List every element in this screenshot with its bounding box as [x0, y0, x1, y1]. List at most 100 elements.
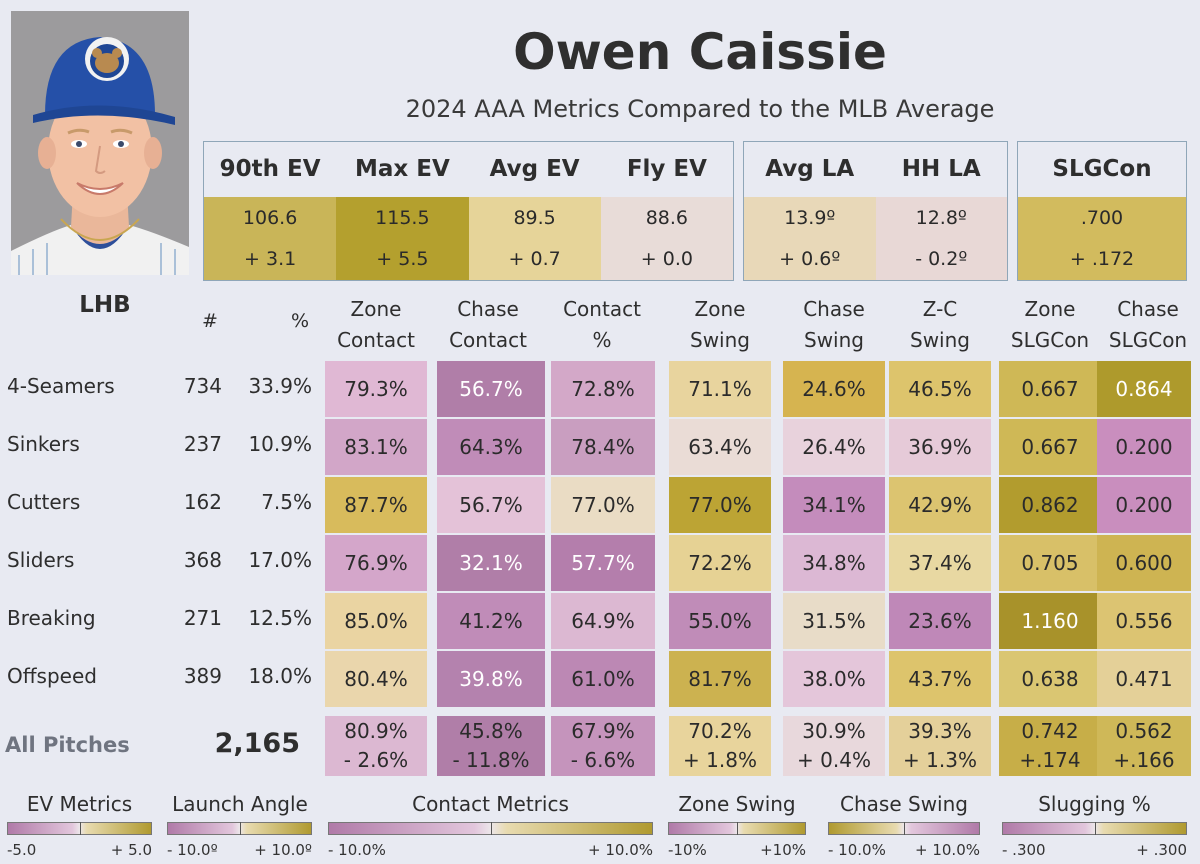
table-cell: 34.8%: [783, 535, 885, 591]
legend-midpoint-tick: [904, 822, 905, 835]
total-cell: 39.3% + 1.3%: [889, 716, 991, 776]
legend-midpoint-tick: [490, 822, 492, 835]
column-header-line: Contact: [337, 328, 415, 352]
handedness-label: LHB: [79, 292, 131, 318]
column-header: Chase Swing: [775, 294, 893, 356]
ev-metrics-box: 90th EV 106.6 + 3.1 Max EV 115.5 + 5.5 Avg EV 8…: [203, 141, 734, 281]
table-cell: 0.705: [999, 535, 1101, 591]
summary-metric-value: 12.8º: [915, 207, 967, 229]
summary-metric-value: 106.6: [242, 207, 298, 229]
legend-min-label: - 10.0º: [167, 841, 218, 859]
table-cell: 0.667: [999, 361, 1101, 417]
table-cell: 26.4%: [783, 419, 885, 475]
column-header: Z-C Swing: [881, 294, 999, 356]
table-cell: 87.7%: [325, 477, 427, 533]
table-cell: 56.7%: [437, 477, 545, 533]
table-cell: 79.3%: [325, 361, 427, 417]
table-cell: 63.4%: [669, 419, 771, 475]
count-header: #: [202, 310, 218, 332]
row-count: 237: [183, 432, 222, 456]
summary-metric-label: Fly EV: [626, 156, 707, 182]
column-header-line: Zone: [1024, 297, 1076, 321]
legend-max-label: + 10.0%: [915, 841, 980, 859]
table-cell: 0.200: [1097, 477, 1191, 533]
summary-metric-diff: - 0.2º: [915, 248, 968, 270]
summary-metric-cell: 13.9º + 0.6º: [744, 197, 876, 280]
column-header: Chase Contact: [429, 294, 547, 356]
legend-midpoint-tick: [1094, 822, 1096, 835]
summary-metric-diff: + 5.5: [376, 248, 429, 270]
column-header-line: Swing: [690, 328, 750, 352]
table-cell: 57.7%: [551, 535, 655, 591]
row-label: Sliders: [7, 548, 75, 572]
table-cell: 31.5%: [783, 593, 885, 649]
total-cell-diff: - 6.6%: [570, 748, 636, 772]
table-cell: 64.9%: [551, 593, 655, 649]
row-count: 271: [183, 606, 222, 630]
chart-subtitle: 2024 AAA Metrics Compared to the MLB Ave…: [405, 95, 995, 123]
table-cell: 0.864: [1097, 361, 1191, 417]
launch-angle-box: Avg LA 13.9º + 0.6º HH LA 12.8º - 0.2º: [743, 141, 1008, 281]
total-cell-value: 45.8%: [459, 719, 523, 743]
column-header: Zone SLGCon: [991, 294, 1109, 356]
row-pct: 12.5%: [248, 606, 312, 630]
total-cell-diff: - 11.8%: [452, 748, 530, 772]
column-header-line: Chase: [457, 297, 519, 321]
legend-midpoint-tick: [79, 822, 81, 835]
player-name: Owen Caissie: [513, 23, 887, 81]
summary-metric-diff: + 0.6º: [779, 248, 841, 270]
table-cell: 0.600: [1097, 535, 1191, 591]
table-cell: 0.667: [999, 419, 1101, 475]
table-cell: 64.3%: [437, 419, 545, 475]
summary-metric-cell: 106.6 + 3.1: [204, 197, 337, 280]
summary-metric-diff: + .172: [1069, 248, 1135, 270]
summary-metric: Avg LA 13.9º + 0.6º: [744, 142, 876, 280]
row-label: Breaking: [7, 606, 96, 630]
legend-max-label: + 10.0º: [254, 841, 312, 859]
legend-max-label: + 5.0: [110, 841, 152, 859]
legend-midpoint-tick: [737, 822, 738, 835]
summary-metric: Avg EV 89.5 + 0.7: [468, 142, 601, 280]
total-cell: 0.562 +.166: [1097, 716, 1191, 776]
summary-metric: HH LA 12.8º - 0.2º: [875, 142, 1007, 280]
total-cell-value: 0.562: [1115, 719, 1173, 743]
table-cell: 0.862: [999, 477, 1101, 533]
summary-metric: Fly EV 88.6 + 0.0: [600, 142, 733, 280]
table-cell: 38.0%: [783, 651, 885, 707]
total-cell-diff: + 1.3%: [903, 748, 977, 772]
summary-metric-value: 115.5: [375, 207, 430, 229]
row-label: Offspeed: [7, 664, 97, 688]
column-header-line: Swing: [910, 328, 970, 352]
table-cell: 41.2%: [437, 593, 545, 649]
row-count: 734: [183, 374, 222, 398]
column-header: Zone Swing: [661, 294, 779, 356]
column-header-line: Swing: [804, 328, 864, 352]
summary-metric-label: Max EV: [354, 156, 450, 182]
table-cell: 81.7%: [669, 651, 771, 707]
total-cell-diff: + 0.4%: [797, 748, 871, 772]
pct-header: %: [290, 310, 310, 332]
total-cell-value: 80.9%: [344, 719, 408, 743]
total-cell-value: 30.9%: [802, 719, 866, 743]
table-cell: 43.7%: [889, 651, 991, 707]
table-cell: 0.556: [1097, 593, 1191, 649]
legend-min-label: - .300: [1002, 841, 1046, 859]
summary-metric-value: 13.9º: [784, 207, 836, 229]
legend-max-label: + .300: [1136, 841, 1187, 859]
total-cell-value: 67.9%: [571, 719, 635, 743]
row-pct: 33.9%: [248, 374, 312, 398]
row-pct: 7.5%: [261, 490, 312, 514]
legend-min-label: -5.0: [7, 841, 37, 859]
total-cell-diff: - 2.6%: [343, 748, 409, 772]
row-label: 4-Seamers: [7, 374, 115, 398]
summary-metric: 90th EV 106.6 + 3.1: [204, 142, 337, 280]
summary-metric-label: Avg EV: [489, 156, 580, 182]
row-pct: 18.0%: [248, 664, 312, 688]
table-cell: 36.9%: [889, 419, 991, 475]
table-cell: 37.4%: [889, 535, 991, 591]
column-header-line: Chase: [803, 297, 865, 321]
table-cell: 72.8%: [551, 361, 655, 417]
column-header-line: %: [592, 328, 612, 352]
table-cell: 72.2%: [669, 535, 771, 591]
player-headshot: [11, 11, 189, 275]
